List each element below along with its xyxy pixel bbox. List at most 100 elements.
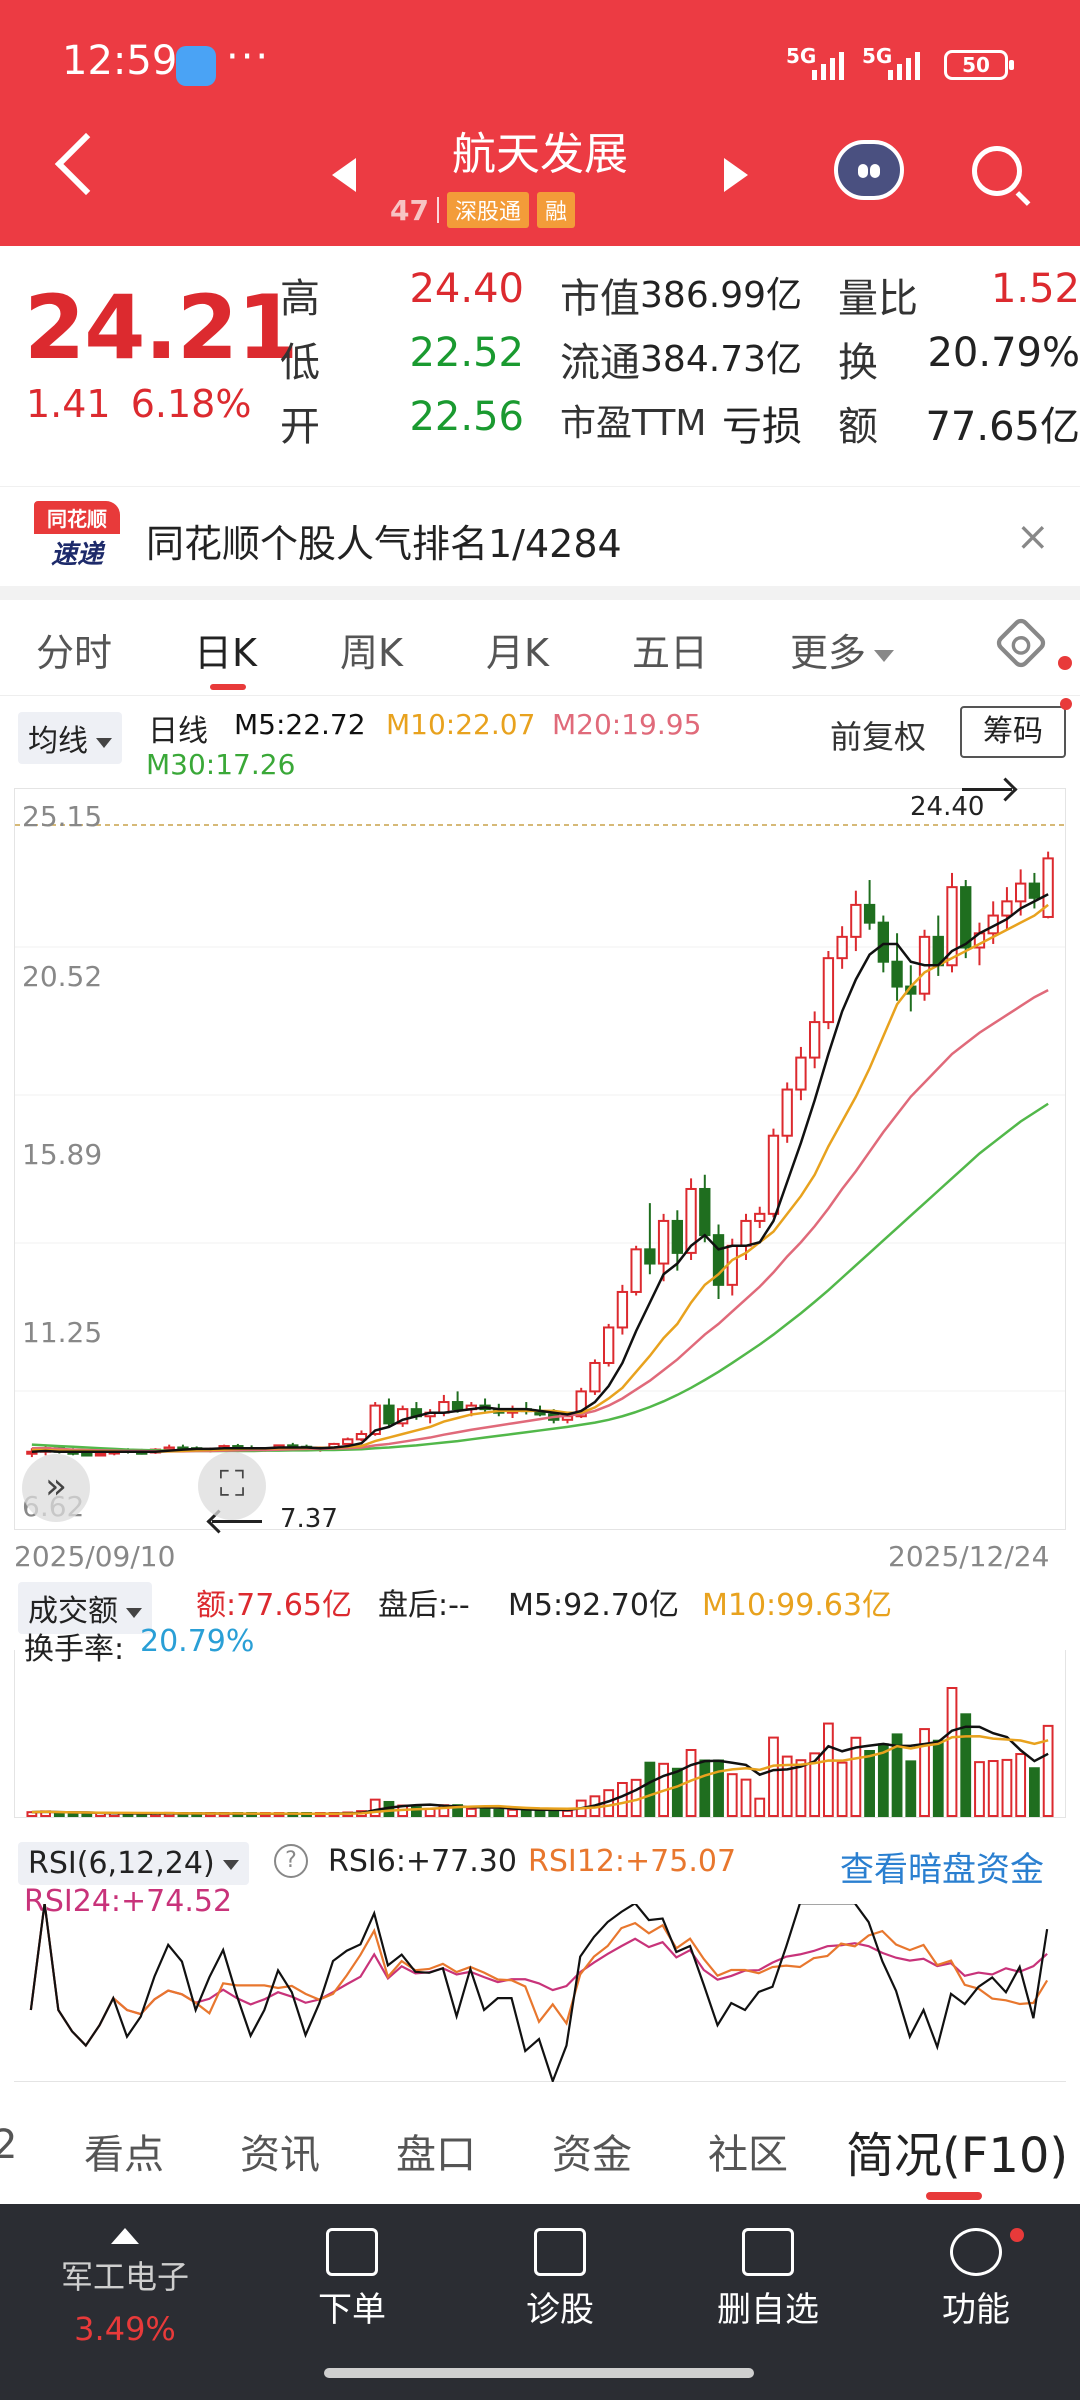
tab-order-book[interactable]: 盘口 (396, 2132, 476, 2178)
volume-bar (823, 1722, 834, 1817)
volume-bar (754, 1797, 766, 1818)
period-high-label: 24.40 (910, 792, 985, 822)
signal-label-1: 5G (786, 44, 817, 68)
tab-daily-k[interactable]: 日K (194, 631, 257, 675)
tab-highlights[interactable]: 看点 (84, 2132, 164, 2178)
volume-bar (932, 1739, 944, 1817)
ma30-value: M30:17.26 (146, 748, 296, 781)
tab-capital[interactable]: 资金 (552, 2132, 632, 2178)
y-tick-2: 15.89 (22, 1138, 103, 1171)
tab-partial[interactable]: 2 (0, 2122, 18, 2168)
help-icon[interactable]: ? (274, 1844, 308, 1878)
tab-intraday[interactable]: 分时 (36, 631, 113, 675)
volume-bar (465, 1807, 477, 1818)
tab-f10[interactable]: 简况(F10) (846, 2128, 1069, 2184)
volume-bar (905, 1760, 917, 1817)
volume-bar (877, 1743, 889, 1817)
change-value: 1.41 (26, 382, 111, 426)
sector-button[interactable]: 军工电子 3.49% (40, 2228, 210, 2348)
indicator-select[interactable]: 均线 (18, 712, 122, 764)
minus-icon (742, 2228, 794, 2276)
tag-divider (436, 197, 439, 223)
k-chart-area[interactable] (14, 788, 1066, 1530)
ma30-line (31, 1102, 1049, 1453)
chart-tabs: 分时 日K 周K 月K 五日 更多 (0, 600, 1080, 696)
tab-more[interactable]: 更多 (790, 622, 894, 677)
next-stock-icon[interactable] (724, 158, 748, 192)
tab-monthly-k[interactable]: 月K (486, 631, 549, 675)
candle-body (946, 886, 958, 967)
tab-news[interactable]: 资讯 (240, 2132, 320, 2178)
volume-bar (795, 1759, 807, 1817)
turnover-rate-value: 20.79% (140, 1624, 255, 1659)
pe-value: 亏损 (722, 404, 802, 450)
volume-bar (768, 1736, 779, 1817)
active-tab-indicator (210, 684, 246, 690)
order-icon (326, 2228, 378, 2276)
candle-body (850, 903, 862, 938)
rsi6-value: RSI6:+77.30 (328, 1844, 517, 1879)
home-indicator (324, 2368, 754, 2378)
app-header: 12:59 ··· 5G 5G 50 航天发展 47 深股通 融 (0, 0, 1080, 246)
fullscreen-icon[interactable]: ⛶ (198, 1452, 266, 1520)
functions-button[interactable]: 功能 (896, 2228, 1056, 2331)
period-label: 日线 (148, 714, 208, 749)
candle-body (685, 1187, 697, 1254)
volume-bar (974, 1761, 985, 1817)
candle-body (94, 1452, 107, 1457)
price-change: 1.41 6.18% (26, 382, 251, 426)
volume-select[interactable]: 成交额 (18, 1582, 152, 1634)
volume-bar (493, 1808, 505, 1817)
turnover-label: 换 (838, 340, 878, 386)
candle-body (726, 1244, 738, 1286)
search-icon[interactable] (972, 146, 1022, 196)
open-label: 开 (280, 404, 320, 450)
ths-express-logo: 同花顺 速递 (34, 501, 120, 571)
prev-stock-icon[interactable] (332, 158, 356, 192)
low-value: 22.52 (409, 330, 524, 376)
rsi24-value: RSI24:+74.52 (24, 1884, 233, 1919)
info-tabs: 2 看点 资讯 盘口 资金 社区 简况(F10) (0, 2092, 1080, 2204)
popularity-notice[interactable]: 同花顺 速递 同花顺个股人气排名1/4284 (0, 486, 1080, 586)
remove-watchlist-button[interactable]: 删自选 (688, 2228, 848, 2331)
candle-body (630, 1248, 642, 1293)
volume-bar (740, 1778, 752, 1818)
ma5-value: M5:22.72 (234, 708, 366, 741)
adjust-mode[interactable]: 前复权 (830, 718, 927, 756)
volume-amount: 额:77.65亿 (196, 1588, 352, 1623)
order-button[interactable]: 下单 (272, 2228, 432, 2331)
dark-pool-link[interactable]: 查看暗盘资金 (840, 1850, 1044, 1890)
volume-bar (1042, 1724, 1054, 1817)
candle-body (657, 1219, 670, 1265)
volume-bar (1001, 1758, 1013, 1818)
volume-bar (987, 1760, 999, 1817)
notice-text: 同花顺个股人气排名1/4284 (146, 522, 622, 566)
diagnose-button[interactable]: 诊股 (480, 2228, 640, 2331)
rsi-select[interactable]: RSI(6,12,24) (18, 1842, 249, 1885)
assistant-robot-icon[interactable] (834, 140, 904, 200)
volume-bar (534, 1809, 546, 1818)
tab-community[interactable]: 社区 (708, 2132, 788, 2178)
volume-bar (699, 1759, 711, 1817)
ma10-value: M10:22.07 (386, 708, 536, 741)
volume-chart-area[interactable] (14, 1650, 1066, 1818)
diagnose-icon (534, 2228, 586, 2276)
rsi-chart-area[interactable] (14, 1901, 1066, 2085)
chip-distribution-button[interactable]: 筹码 (960, 706, 1066, 758)
close-icon[interactable]: × (1016, 514, 1050, 560)
ma20-line (31, 989, 1049, 1453)
candle-body (396, 1408, 409, 1425)
expand-icon[interactable]: » (22, 1454, 90, 1522)
volume-bar (411, 1806, 422, 1817)
volume-bar (891, 1733, 903, 1817)
volume-bar (850, 1736, 862, 1817)
candle-body (355, 1432, 368, 1441)
y-tick-1: 20.52 (22, 960, 103, 993)
candle-body (960, 886, 972, 949)
status-more-icon: ··· (226, 34, 271, 80)
tab-five-day[interactable]: 五日 (632, 631, 709, 675)
candle-body (754, 1212, 766, 1222)
mcap-value: 386.99亿 (640, 275, 802, 316)
tab-weekly-k[interactable]: 周K (340, 631, 403, 675)
volume-bar (781, 1755, 793, 1817)
